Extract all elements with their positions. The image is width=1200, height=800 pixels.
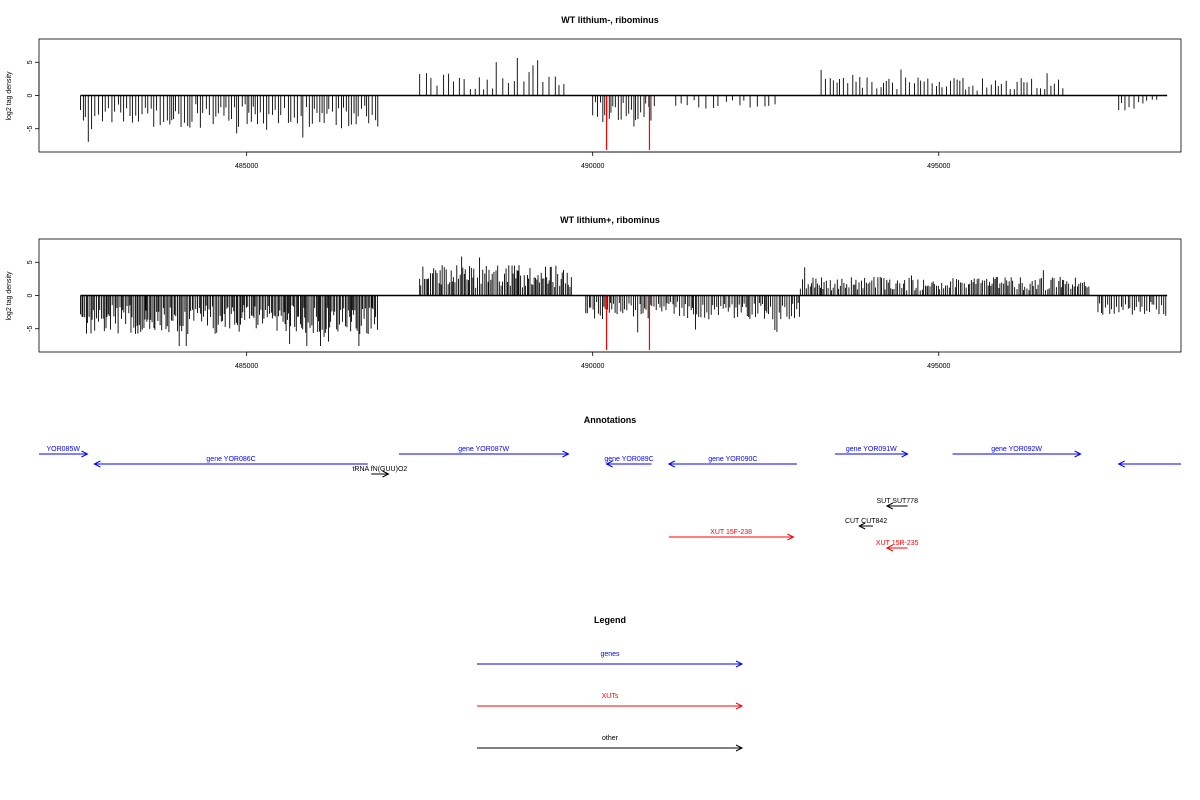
arrow-head [382, 470, 390, 478]
annotation-feature: gene YOR090C [667, 456, 797, 468]
annotation-label: gene YOR090C [708, 456, 757, 463]
annotation-feature: XUT 15R-235 [876, 540, 919, 552]
legend: Legend genes XUTs other [477, 615, 744, 752]
legend-label: genes [600, 651, 620, 658]
annotation-feature [1117, 460, 1181, 468]
annotation-label: gene YOR086C [206, 456, 255, 463]
y-tick-label: 0 [27, 293, 34, 297]
annotation-feature: CUT CUT842 [845, 518, 887, 530]
annotation-feature: gene YOR092W [952, 446, 1082, 458]
arrow-head [562, 450, 570, 458]
x-tick-label: 485000 [235, 163, 258, 170]
annotation-feature: gene YOR087W [398, 446, 570, 458]
legend-title: Legend [594, 615, 626, 625]
chart-panel-lithium-plus: WT lithium+, ribominus log2 tag density … [6, 215, 1182, 370]
x-axis: 485000 490000 495000 [235, 351, 951, 370]
annotations-title: Annotations [584, 415, 637, 425]
annotation-label: gene YOR092W [991, 446, 1042, 453]
arrow-head [858, 522, 866, 530]
legend-label: other [602, 735, 619, 742]
y-axis: -5 0 5 [27, 60, 40, 132]
x-tick-label: 490000 [581, 163, 604, 170]
annotation-feature: gene YOR089C [604, 456, 654, 468]
arrow-head [1117, 460, 1125, 468]
y-axis: -5 0 5 [27, 260, 40, 332]
chart-title: WT lithium-, ribominus [561, 15, 659, 25]
chart-panel-lithium-minus: WT lithium-, ribominus log2 tag density … [6, 15, 1182, 170]
annotation-feature: gene YOR086C [93, 456, 368, 468]
highlight-bars [605, 95, 651, 151]
chart-title: WT lithium+, ribominus [560, 215, 660, 225]
annotation-label: XUT 15F-238 [710, 529, 752, 536]
y-axis-label: log2 tag density [6, 271, 13, 321]
y-tick-label: 5 [27, 260, 34, 264]
arrow-head [93, 460, 101, 468]
y-axis-label: log2 tag density [6, 71, 13, 121]
annotation-label: YOR085W [46, 446, 80, 453]
x-tick-label: 485000 [235, 363, 258, 370]
annotation-feature: SUT SUT778 [876, 498, 918, 510]
y-tick-label: -5 [27, 326, 34, 332]
arrow-head [735, 744, 744, 752]
arrow-head [81, 450, 89, 458]
annotation-feature: tRNA fN(GUU)O2 [352, 466, 407, 478]
highlight-bars [605, 295, 651, 351]
x-tick-label: 490000 [581, 363, 604, 370]
legend-entry: other [477, 735, 744, 752]
annotation-label: CUT CUT842 [845, 518, 887, 525]
annotation-label: gene YOR091W [846, 446, 897, 453]
y-tick-label: 5 [27, 60, 34, 64]
annotation-feature: gene YOR091W [834, 446, 909, 458]
arrow-head [735, 660, 744, 668]
arrow-head [885, 544, 894, 552]
annotation-label: XUT 15R-235 [876, 540, 919, 547]
arrow-head [901, 450, 909, 458]
arrow-head [885, 502, 894, 510]
annotation-label: tRNA fN(GUU)O2 [352, 466, 407, 473]
legend-label: XUTs [602, 693, 619, 700]
annotation-feature: YOR085W [39, 446, 89, 458]
arrow-head [1074, 450, 1082, 458]
annotation-label: gene YOR089C [604, 456, 653, 463]
x-axis: 485000 490000 495000 [235, 151, 951, 170]
annotations-track: Annotations YOR085W gene YOR086C gene YOR0… [39, 415, 1181, 552]
legend-entry: genes [477, 651, 744, 668]
annotation-label: SUT SUT778 [876, 498, 918, 505]
arrow-head [735, 702, 744, 710]
bar-series [80, 57, 1158, 142]
bar-series [80, 256, 1167, 347]
arrow-head [787, 533, 795, 541]
annotation-feature: XUT 15F-238 [668, 529, 795, 541]
annotation-label: gene YOR087W [458, 446, 509, 453]
x-tick-label: 495000 [927, 363, 950, 370]
y-tick-label: -5 [27, 126, 34, 132]
arrow-head [605, 460, 613, 468]
arrow-head [667, 460, 676, 468]
legend-entry: XUTs [477, 693, 744, 710]
x-tick-label: 495000 [927, 163, 950, 170]
y-tick-label: 0 [27, 93, 34, 97]
